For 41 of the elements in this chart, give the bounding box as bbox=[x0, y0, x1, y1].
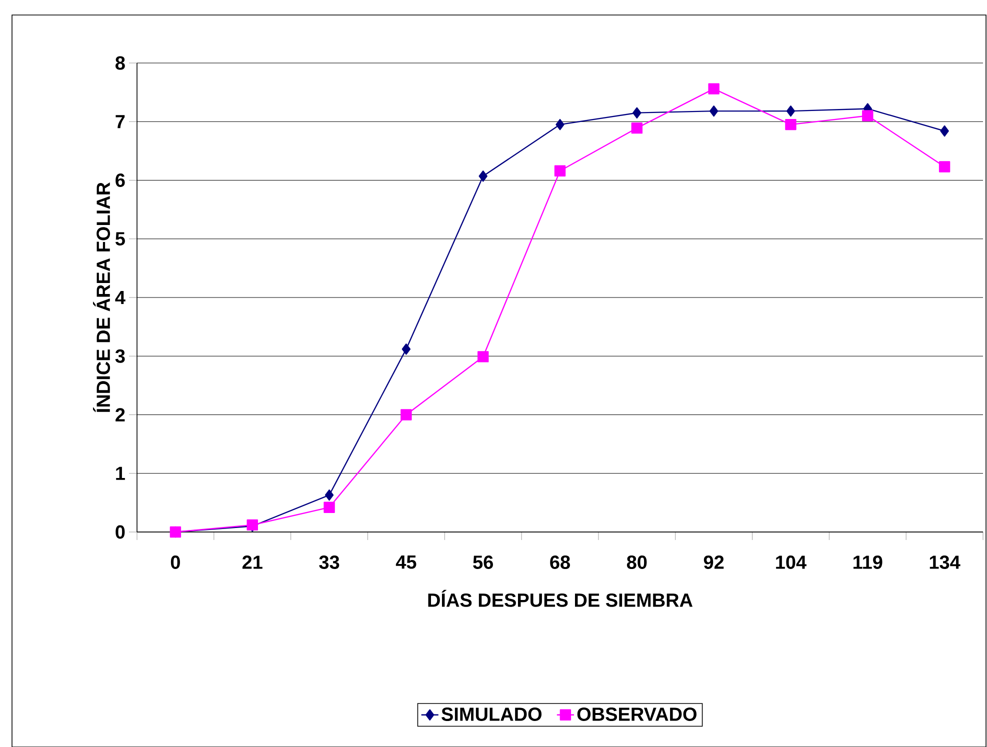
x-tick-label: 104 bbox=[776, 555, 806, 569]
point bbox=[785, 118, 796, 130]
x-tick-label: 21 bbox=[242, 555, 262, 569]
point bbox=[324, 502, 335, 513]
y-tick-label: 6 bbox=[116, 173, 125, 187]
point bbox=[786, 105, 796, 116]
y-tick-label: 1 bbox=[116, 466, 125, 480]
point bbox=[940, 125, 949, 136]
point bbox=[709, 105, 718, 116]
point bbox=[862, 110, 874, 122]
y-axis-title: ÍNDICE DE ÁREA FOLIAR bbox=[93, 182, 110, 412]
point bbox=[324, 489, 334, 500]
point bbox=[556, 118, 564, 130]
x-tick-label: 68 bbox=[550, 555, 570, 569]
x-tick-label: 92 bbox=[704, 555, 724, 569]
point bbox=[554, 165, 566, 176]
point bbox=[632, 107, 642, 118]
point bbox=[938, 160, 950, 172]
y-tick-label: 3 bbox=[115, 349, 125, 363]
y-tick-label: 5 bbox=[115, 232, 125, 246]
x-tick-label: 45 bbox=[396, 555, 416, 569]
point bbox=[477, 350, 489, 362]
legend-label: SIMULADO bbox=[442, 707, 542, 721]
point bbox=[708, 83, 720, 94]
point bbox=[478, 170, 488, 182]
point bbox=[400, 408, 412, 420]
point bbox=[402, 343, 411, 354]
x-tick-label: 80 bbox=[626, 555, 647, 569]
legend-label: OBSERVADO bbox=[577, 707, 696, 721]
x-tick-label: 33 bbox=[319, 555, 340, 569]
x-tick-label: 56 bbox=[473, 555, 493, 569]
y-tick-label: 4 bbox=[115, 290, 126, 304]
point bbox=[631, 122, 643, 134]
x-tick-label: 0 bbox=[170, 555, 180, 569]
x-tick-label: 119 bbox=[854, 555, 882, 569]
y-tick-label: 2 bbox=[116, 408, 125, 422]
y-tick-label: 0 bbox=[116, 525, 125, 539]
y-tick-label: 8 bbox=[116, 56, 125, 70]
y-tick-label: 7 bbox=[116, 114, 125, 128]
x-axis-title: DÍAS DESPUES DE SIEMBRA bbox=[428, 590, 692, 607]
x-tick-label: 134 bbox=[930, 555, 960, 569]
